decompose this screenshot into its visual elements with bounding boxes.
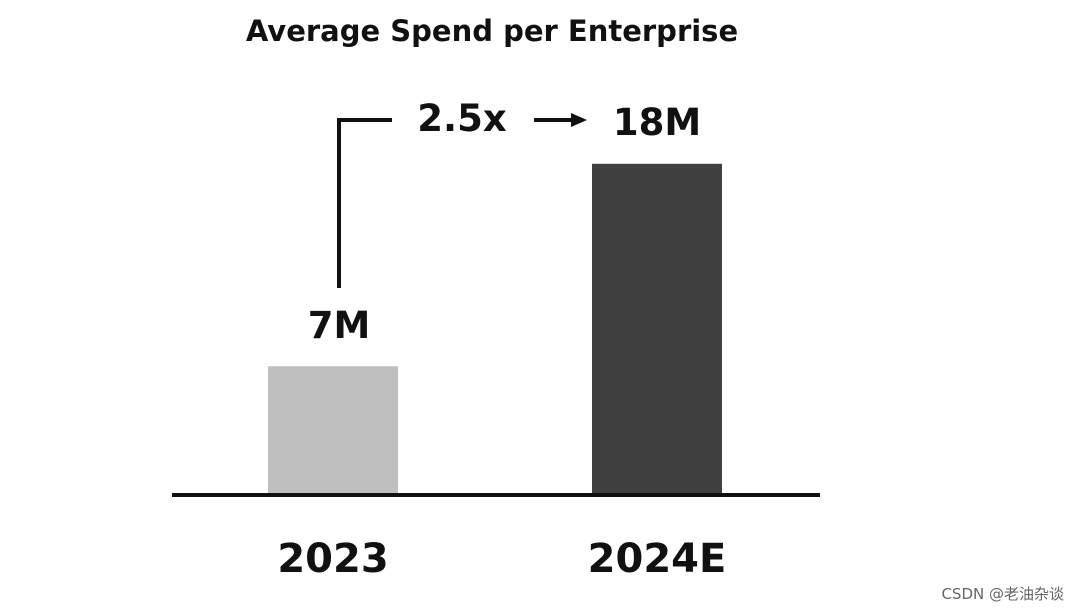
growth-annotation: 2.5x xyxy=(337,97,587,288)
x-tick-labels: 2023 2024E xyxy=(277,536,726,582)
growth-bracket-line xyxy=(337,118,392,288)
value-label-2024e: 18M xyxy=(613,101,701,144)
watermark-text: CSDN @老油杂谈 xyxy=(941,585,1064,603)
growth-multiplier-label: 2.5x xyxy=(417,97,507,140)
chart-title: Average Spend per Enterprise xyxy=(246,14,738,48)
value-label-2023: 7M xyxy=(308,304,371,347)
x-tick-label-2024e: 2024E xyxy=(588,536,727,582)
bar-2023 xyxy=(268,366,398,495)
arrow-right-icon xyxy=(571,113,587,127)
x-tick-label-2023: 2023 xyxy=(277,536,388,582)
bars-group xyxy=(268,163,722,496)
value-labels: 7M 18M xyxy=(308,101,701,347)
bar-2024e xyxy=(592,163,722,496)
